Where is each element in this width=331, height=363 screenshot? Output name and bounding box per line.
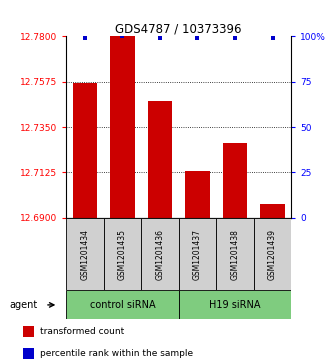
Bar [223, 143, 247, 218]
Text: GSM1201438: GSM1201438 [230, 229, 240, 280]
Bar [254, 218, 291, 290]
Point [270, 35, 275, 41]
Title: GDS4787 / 10373396: GDS4787 / 10373396 [116, 22, 242, 35]
Bar [66, 290, 179, 319]
Bar [73, 83, 97, 218]
Bar [110, 36, 135, 218]
Text: GSM1201436: GSM1201436 [156, 229, 165, 280]
Bar [179, 218, 216, 290]
Text: GSM1201439: GSM1201439 [268, 229, 277, 280]
Bar [23, 326, 34, 337]
Text: GSM1201435: GSM1201435 [118, 229, 127, 280]
Bar [141, 218, 179, 290]
Bar [216, 218, 254, 290]
Text: control siRNA: control siRNA [90, 300, 155, 310]
Text: H19 siRNA: H19 siRNA [209, 300, 261, 310]
Bar [23, 348, 34, 359]
Text: transformed count: transformed count [40, 327, 124, 336]
Bar [179, 290, 291, 319]
Bar [104, 218, 141, 290]
Point [195, 35, 200, 41]
Text: GSM1201437: GSM1201437 [193, 229, 202, 280]
Point [232, 35, 238, 41]
Point [120, 33, 125, 39]
Point [82, 35, 88, 41]
Text: agent: agent [9, 300, 37, 310]
Bar [66, 218, 104, 290]
Bar [185, 171, 210, 218]
Text: percentile rank within the sample: percentile rank within the sample [40, 349, 193, 358]
Text: GSM1201434: GSM1201434 [80, 229, 89, 280]
Bar [260, 204, 285, 218]
Bar [148, 101, 172, 218]
Point [157, 35, 163, 41]
